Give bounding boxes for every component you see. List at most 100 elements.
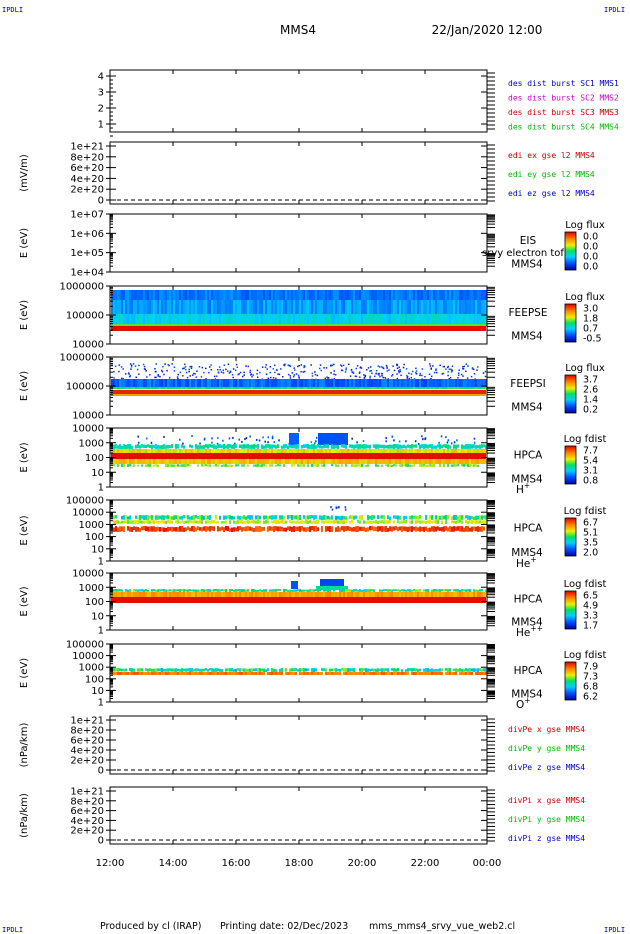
spectrogram-cell [253,520,255,524]
spectrogram-cell [253,528,255,532]
spectrogram-cell [114,365,117,368]
spectrogram-cell [135,449,137,453]
spectrogram-cell [137,516,139,520]
spectrogram-cell [193,589,195,592]
spectrogram-cell [461,449,463,453]
spectrogram-cell [115,592,117,597]
spectrogram-cell [139,672,141,675]
panel-frame [109,141,488,205]
spectrogram-cell [231,374,234,376]
spectrogram-cell [445,515,447,520]
spectrogram-cell [265,449,267,453]
colorbar-tick-label: 3.0 [583,304,598,315]
spectrogram-cell [443,387,445,389]
spectrogram-cell [117,668,119,672]
spectrogram-cell [121,668,123,672]
spectrogram-cell [465,324,467,326]
spectrogram-cell [311,515,313,519]
spectrogram-cell [321,324,323,326]
spectrogram-cell [449,445,451,449]
spectrogram-cell [447,439,450,442]
spectrogram-cell [457,449,459,453]
spectrogram-cell [429,515,431,520]
spectrogram-cell [199,515,201,520]
spectrogram-cell [359,459,361,464]
spectrogram-cell [345,300,347,314]
spectrogram-cell [219,387,221,389]
spectrogram-cell [266,368,268,370]
spectrogram-cell [349,668,351,672]
spectrogram-cell [359,366,362,368]
spectrogram-cell [337,526,339,532]
spectrogram-cell [234,442,236,445]
spectrogram-cell [441,515,443,520]
spectrogram-cell [275,672,277,675]
spectrogram-cell [295,521,297,524]
spectrogram-cell [171,526,173,532]
spectrogram-cell [473,449,475,453]
colorbar-tick-label: 0.7 [583,324,598,335]
spectrogram-cell [205,367,207,370]
spectrogram-cell [162,365,164,368]
spectrogram-cell [135,589,137,592]
spectrogram-cell [155,324,157,326]
spectrogram-cell [341,379,343,387]
spectrogram-cell [385,379,387,387]
spectrogram-cell [213,672,215,675]
spectrogram-cell [357,526,359,532]
spectrogram-cell [123,314,125,324]
spectrogram-cell [409,449,411,453]
spectrogram-cell [137,589,139,592]
spectrogram-cell [410,376,413,379]
spectrogram-cell [129,589,131,592]
spectrogram-cell [477,459,479,464]
spectrogram-cell [281,515,283,520]
spectrogram-cell [293,374,296,376]
spectrogram-cell [429,527,431,532]
spectrogram-cell [135,379,137,387]
spectrogram-cell [301,324,303,326]
spectrogram-cell [333,459,335,464]
spectrogram-cell [163,668,165,672]
spectrogram-cell [453,668,455,672]
spectrogram-cell [215,379,217,387]
spectrogram-cell [265,459,267,464]
spectrogram-cell [433,290,435,300]
spectrogram-cell [475,515,477,520]
spectrogram-cell [247,314,249,324]
spectrogram-cell [397,672,399,675]
spectrogram-cell [351,592,353,597]
spectrogram-cell [113,459,115,464]
spectrogram-cell [303,314,305,324]
spectrogram-cell [397,592,399,597]
spectrogram-cell [261,672,263,675]
spectrogram-cell [185,324,187,326]
spectrogram-cell [461,387,463,389]
spectrogram-cell [265,364,267,366]
spectrogram-cell [171,516,173,520]
spectrogram-cell [415,589,417,592]
spectrogram-cell [139,459,141,464]
spectrogram-cell [277,314,279,324]
spectrogram-cell [169,668,171,672]
spectrogram-cell [311,372,314,375]
spectrogram-cell [309,520,311,524]
spectrogram-cell [149,444,151,449]
spectrogram-cell [344,508,347,511]
spectrogram-cell [411,444,413,449]
spectrogram-cell [367,444,369,449]
spectrogram-cell [470,375,473,378]
spectrogram-cell [457,290,459,300]
spectrogram-cell [445,300,447,314]
spectrogram-cell [163,527,165,532]
spectrogram-cell [189,668,191,672]
spectrogram-cell [463,379,465,387]
spectrogram-cell [219,449,221,453]
spectrogram-cell [311,387,313,389]
spectrogram-cell [393,592,395,597]
spectrogram-cell [203,516,205,520]
spectrogram-cell [424,376,426,378]
spectrogram-cell [439,364,441,367]
spectrogram-cell [121,589,123,592]
